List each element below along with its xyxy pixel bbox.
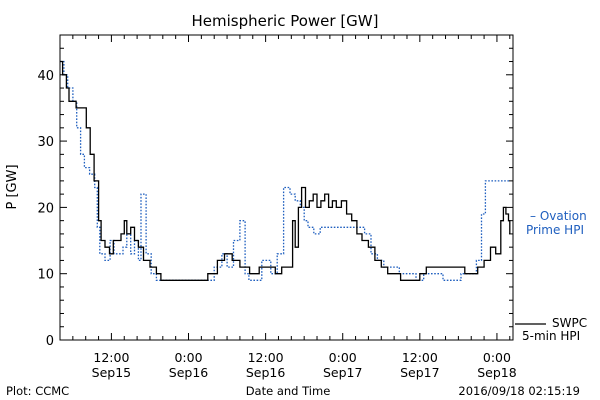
x-tick-label-date: Sep16	[246, 365, 286, 380]
legend-ovation-line2: Prime HPI	[526, 223, 584, 237]
x-tick-label-date: Sep16	[169, 365, 209, 380]
y-tick-label: 20	[37, 201, 54, 216]
y-tick-label: 0	[46, 334, 54, 349]
x-tick-label-time: 12:00	[93, 350, 129, 365]
plot-frame	[59, 34, 514, 341]
x-tick-label-time: 12:00	[248, 350, 284, 365]
x-tick-label-date: Sep18	[477, 365, 517, 380]
y-tick-label: 30	[37, 135, 54, 150]
y-axis-label: P [GW]	[5, 164, 20, 209]
x-tick-label-date: Sep17	[323, 365, 362, 380]
x-axis: 12:00Sep150:00Sep1612:00Sep160:00Sep1712…	[72, 35, 517, 380]
x-tick-label-time: 0:00	[483, 350, 511, 365]
x-tick-label-time: 0:00	[329, 350, 357, 365]
timestamp: 2016/09/18 02:15:19	[458, 384, 580, 398]
y-tick-label: 10	[37, 268, 54, 283]
x-tick-label-time: 0:00	[174, 350, 202, 365]
x-tick-label-time: 12:00	[402, 350, 438, 365]
legend-swpc-line2: 5-min HPI	[522, 329, 580, 343]
chart-title: Hemispheric Power [GW]	[192, 12, 379, 30]
x-tick-label-date: Sep17	[400, 365, 439, 380]
x-axis-label: Date and Time	[246, 384, 331, 398]
x-tick-label-date: Sep15	[92, 365, 131, 380]
series-layer	[60, 60, 511, 281]
legend-ovation-line1: – Ovation	[530, 209, 587, 223]
series-line-swpc	[60, 60, 511, 281]
y-tick-label: 40	[37, 69, 54, 84]
y-axis: 0 10 20 30 40	[37, 34, 513, 349]
plot-credit: Plot: CCMC	[6, 384, 69, 398]
legend-swpc-line1: SWPC	[552, 316, 587, 330]
series-line-ovation-prime	[60, 60, 510, 281]
